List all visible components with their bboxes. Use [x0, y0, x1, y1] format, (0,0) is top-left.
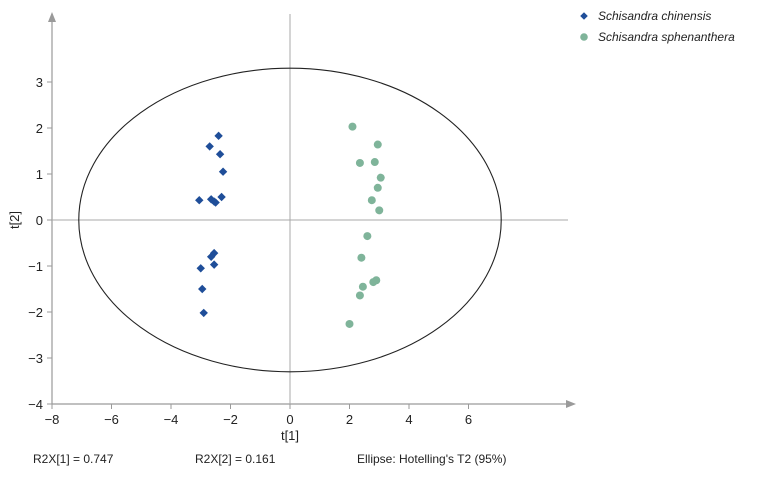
y-axis-title: t[2] — [7, 211, 22, 229]
point-schisandra-sphenanthera — [345, 319, 354, 328]
legend-marker-chinensis — [580, 12, 588, 20]
point-schisandra-sphenanthera — [373, 140, 382, 149]
x-axis-arrow — [566, 400, 576, 408]
y-tick-label: 0 — [36, 213, 43, 228]
point-schisandra-sphenanthera — [375, 206, 384, 215]
y-tick-label: −3 — [28, 351, 43, 366]
point-schisandra-sphenanthera — [363, 232, 372, 241]
y-tick-label: 3 — [36, 75, 43, 90]
point-schisandra-chinensis — [195, 196, 204, 205]
x-tick-label: −8 — [45, 412, 60, 427]
point-schisandra-sphenanthera — [367, 196, 376, 205]
point-schisandra-chinensis — [209, 260, 219, 269]
point-schisandra-chinensis — [214, 131, 223, 141]
point-schisandra-sphenanthera — [369, 278, 378, 287]
x-tick-label: 6 — [465, 412, 472, 427]
x-tick-label: −4 — [164, 412, 179, 427]
y-tick-label: −1 — [28, 259, 43, 274]
point-schisandra-chinensis — [215, 150, 225, 159]
r2x2-label: R2X[2] = 0.161 — [195, 452, 276, 466]
x-tick-label: −2 — [223, 412, 238, 427]
y-tick-label: 2 — [36, 121, 43, 136]
x-tick-label: 2 — [346, 412, 353, 427]
x-tick-label: −6 — [104, 412, 119, 427]
point-schisandra-sphenanthera — [376, 173, 385, 182]
point-schisandra-chinensis — [196, 264, 205, 273]
x-axis-title: t[1] — [281, 428, 299, 443]
r2x1-label: R2X[1] = 0.747 — [33, 452, 114, 466]
y-tick-label: −4 — [28, 397, 43, 412]
hotelling-ellipse — [78, 67, 502, 373]
legend-label-chinensis: Schisandra chinensis — [598, 9, 711, 23]
point-schisandra-sphenanthera — [373, 183, 382, 192]
point-schisandra-chinensis — [211, 198, 220, 207]
point-schisandra-sphenanthera — [348, 122, 357, 131]
y-tick-label: −2 — [28, 305, 43, 320]
x-tick-label: 0 — [286, 412, 293, 427]
legend-label-sphenanthera: Schisandra sphenanthera — [598, 30, 735, 44]
point-schisandra-sphenanthera — [357, 253, 366, 262]
point-schisandra-chinensis — [218, 167, 228, 176]
point-schisandra-chinensis — [199, 308, 208, 318]
x-tick-label: 4 — [405, 412, 412, 427]
point-schisandra-sphenanthera — [355, 158, 364, 167]
point-schisandra-chinensis — [217, 192, 226, 202]
point-schisandra-sphenanthera — [358, 282, 367, 291]
y-axis-arrow — [48, 12, 56, 22]
ellipse-note: Ellipse: Hotelling's T2 (95%) — [357, 452, 507, 466]
y-tick-label: 1 — [36, 167, 43, 182]
legend-marker-sphenanthera — [580, 33, 588, 41]
point-schisandra-sphenanthera — [370, 158, 379, 167]
point-schisandra-chinensis — [198, 284, 207, 294]
point-schisandra-chinensis — [205, 142, 214, 151]
point-schisandra-chinensis — [206, 252, 216, 261]
point-schisandra-sphenanthera — [355, 291, 364, 300]
